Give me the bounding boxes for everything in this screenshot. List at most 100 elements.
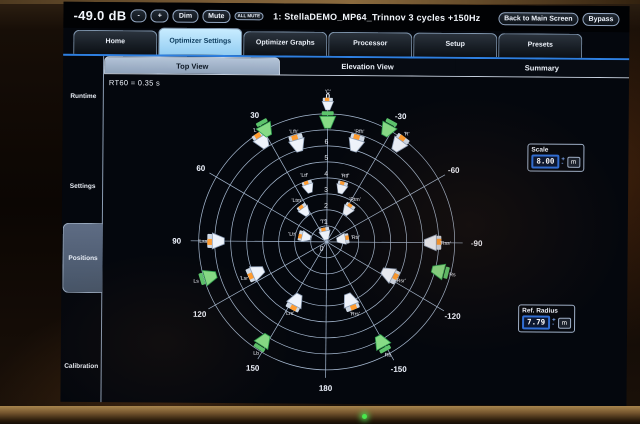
speaker-label: 'T' xyxy=(320,219,325,225)
mute-all-button[interactable]: ALL MUTE xyxy=(234,11,264,21)
speaker-icon-rb[interactable] xyxy=(371,332,393,355)
volume-down-button[interactable]: - xyxy=(130,8,147,22)
angle-label: -30 xyxy=(395,112,407,121)
speaker-cabinet xyxy=(253,343,266,353)
speaker-icon-rsr[interactable] xyxy=(378,264,401,286)
speaker-icon-lsr[interactable] xyxy=(245,262,267,283)
tab-processor[interactable]: Processor xyxy=(328,31,413,57)
speaker-icon-lrs[interactable] xyxy=(284,291,306,313)
speaker-label: Lb xyxy=(253,351,259,357)
speaker-icon-rrs[interactable] xyxy=(340,291,361,313)
speaker-icon-rs[interactable] xyxy=(430,261,450,281)
speaker-cone xyxy=(430,263,447,281)
speaker-cone xyxy=(336,183,349,195)
speaker-cone xyxy=(301,182,314,194)
angle-label: 120 xyxy=(193,310,207,319)
speaker-label: 'R' xyxy=(404,132,410,138)
ref-radius-value-field[interactable]: 7.79 xyxy=(522,315,551,330)
speaker-cone xyxy=(318,229,331,241)
ring-distance-label: 5 xyxy=(324,155,328,162)
monitor-bezel-top xyxy=(0,0,640,4)
sidebar-item-settings[interactable]: Settings xyxy=(69,182,96,191)
speaker-icon-rfh[interactable] xyxy=(346,133,366,154)
sidebar-item-calibration[interactable]: Calibration xyxy=(64,362,99,371)
speaker-icon-rtf[interactable] xyxy=(335,180,349,195)
speaker-cone xyxy=(342,203,355,217)
view-tab-elevation-view[interactable]: Elevation View xyxy=(280,57,455,76)
speaker-icon-rss[interactable] xyxy=(423,234,442,252)
ring-distance-label: 2 xyxy=(324,203,328,210)
speaker-cone xyxy=(391,135,409,153)
speaker-icon-ltr[interactable] xyxy=(297,229,312,244)
speaker-icon-green[interactable] xyxy=(254,117,276,140)
speaker-cabinet xyxy=(385,118,398,127)
settings-sidebar: Runtime Settings Positions Calibration xyxy=(60,56,105,403)
speaker-cone xyxy=(211,232,225,250)
speaker-label: 'Rrs' xyxy=(350,311,360,317)
speaker-accent xyxy=(253,132,262,140)
volume-up-button[interactable]: + xyxy=(150,8,169,23)
scale-unit-button[interactable]: m xyxy=(566,156,581,168)
speaker-cone xyxy=(381,120,398,138)
view-tab-top-view[interactable]: Top View xyxy=(104,56,281,75)
main-tab-bar: Home Optimizer Settings Optimizer Graphs Pr… xyxy=(63,27,630,61)
speaker-icon-lfh[interactable] xyxy=(287,133,307,154)
speaker-icon-lss[interactable] xyxy=(207,232,225,250)
speaker-icon-green[interactable] xyxy=(319,111,337,129)
grid-spoke xyxy=(208,241,327,310)
speaker-icon-r[interactable] xyxy=(388,132,411,155)
speaker-cone xyxy=(253,332,271,351)
speaker-icon-green[interactable] xyxy=(377,117,399,140)
tab-optimizer-graphs[interactable]: Optimizer Graphs xyxy=(243,31,328,56)
tab-optimizer-settings[interactable]: Optimizer Settings xyxy=(158,27,243,56)
scale-value-field[interactable]: 8.00 xyxy=(531,154,560,169)
speaker-accent xyxy=(207,238,213,245)
angle-label: -120 xyxy=(445,312,462,321)
speaker-label: 'Lsr' xyxy=(240,276,249,282)
tab-presets[interactable]: Presets xyxy=(498,33,583,58)
ref-radius-decrease-button[interactable]: - xyxy=(552,321,555,328)
speaker-icon-ltm[interactable] xyxy=(296,202,312,219)
speaker-cabinet xyxy=(255,118,268,127)
speaker-icon-ls[interactable] xyxy=(198,267,219,287)
speaker-icon-lb[interactable] xyxy=(252,331,275,354)
speaker-cone xyxy=(374,334,392,352)
grid-spoke xyxy=(325,241,328,378)
tab-home[interactable]: Home xyxy=(73,29,158,55)
speaker-cone xyxy=(343,292,360,309)
ring-distance-label: 3 xyxy=(324,187,328,194)
speaker-label: 'Ltm' xyxy=(291,198,302,204)
speaker-icon-c[interactable] xyxy=(321,97,334,111)
dim-button[interactable]: Dim xyxy=(172,9,199,23)
angle-label: -150 xyxy=(391,365,408,374)
back-to-main-screen-button[interactable]: Back to Main Screen xyxy=(498,11,579,26)
sidebar-item-positions[interactable]: Positions xyxy=(62,222,103,294)
positions-panel: Top View Elevation View Summary RT60 = 0.3… xyxy=(101,56,630,406)
sidebar-item-runtime[interactable]: Runtime xyxy=(70,92,97,101)
speaker-label: 'Rtf' xyxy=(341,173,350,179)
mute-button[interactable]: Mute xyxy=(202,9,231,23)
speaker-accent xyxy=(320,227,326,232)
speaker-icon-t[interactable] xyxy=(318,226,332,241)
tab-setup[interactable]: Setup xyxy=(413,32,498,58)
angle-label: 0 xyxy=(326,92,331,101)
speaker-cabinet xyxy=(321,111,334,116)
ref-radius-unit-button[interactable]: m xyxy=(557,317,572,329)
top-view-polar-plot: 0 30 60 90 120 150 180 -30 -60 -90 -120 -150 0 1 2 3 4 5 6… xyxy=(172,89,483,393)
speaker-icon-rtr[interactable] xyxy=(336,232,350,245)
view-tab-summary[interactable]: Summary xyxy=(454,58,630,78)
speaker-label: 'Rtm' xyxy=(349,197,361,203)
speaker-accent xyxy=(352,133,361,141)
bypass-button[interactable]: Bypass xyxy=(582,12,620,26)
ring-distance-label: 4 xyxy=(324,171,328,178)
speaker-icon-rtm[interactable] xyxy=(340,201,356,218)
angle-label: 30 xyxy=(250,111,260,120)
speaker-accent xyxy=(297,233,303,239)
processor-screen: -49.0 dB - + Dim Mute ALL MUTE 1: Stella… xyxy=(60,1,630,407)
scale-label: Scale xyxy=(531,146,549,154)
speaker-label: Ls xyxy=(193,279,199,285)
speaker-label: 'Rsr' xyxy=(396,278,406,284)
speaker-accent xyxy=(347,202,353,209)
scale-decrease-button[interactable]: - xyxy=(561,160,564,167)
speaker-icon-ltf[interactable] xyxy=(301,179,316,194)
